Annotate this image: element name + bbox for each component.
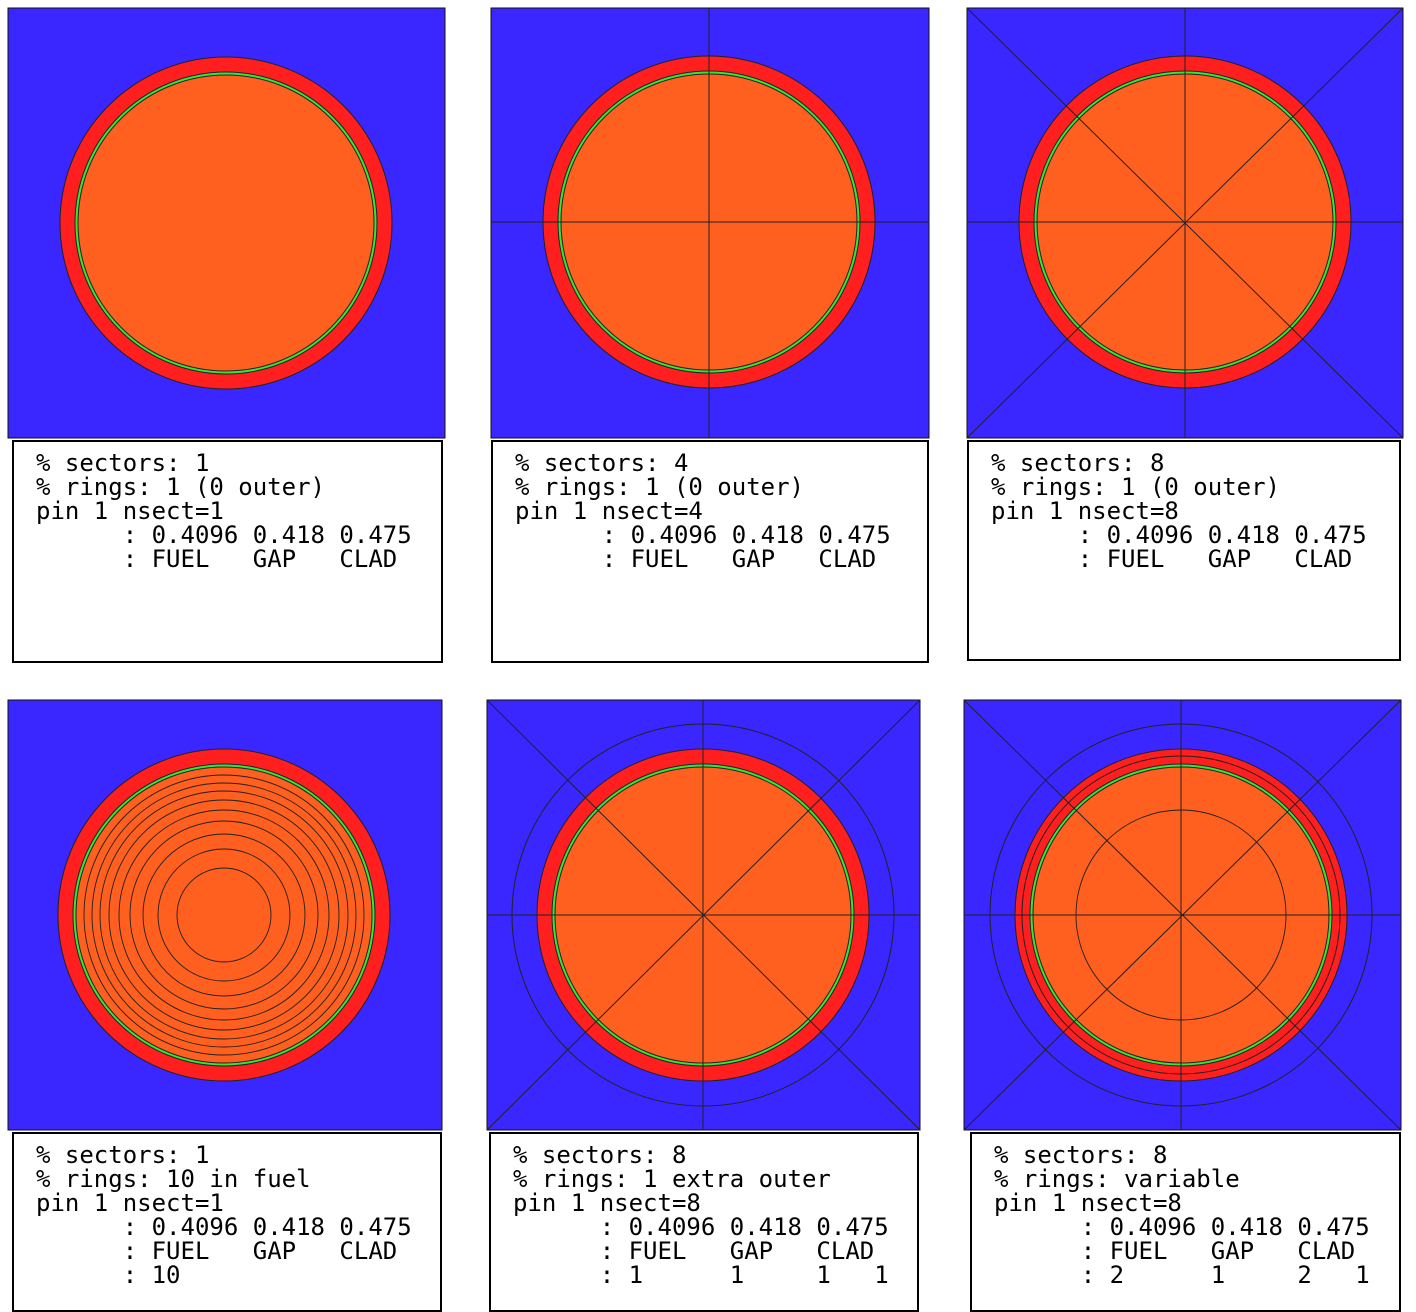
ring-line [142, 833, 306, 997]
text-line: % rings: 1 extra outer [513, 1165, 831, 1193]
ring-line [157, 848, 291, 982]
text-line: % sectors: 8 [991, 449, 1165, 477]
pin-description: % sectors: 1% rings: 1 (0 outer) pin 1 ns… [12, 440, 443, 663]
text-line: % rings: variable [994, 1165, 1240, 1193]
text-line: % rings: 1 (0 outer) [36, 473, 325, 501]
text-line: : 0.4096 0.418 0.475 [515, 521, 891, 549]
text-line: pin 1 nsect=1 [36, 1189, 224, 1217]
text-line: % sectors: 8 [994, 1141, 1168, 1169]
text-line: : FUEL GAP CLAD [515, 545, 877, 573]
text-line: : FUEL GAP CLAD [36, 545, 398, 573]
text-line: : FUEL GAP CLAD [994, 1237, 1356, 1265]
sector-line [963, 699, 1402, 1131]
ring-line [83, 774, 365, 1056]
ring-line [129, 820, 319, 1010]
sector-line [486, 699, 921, 1131]
text-line: : 10 [36, 1261, 181, 1289]
pin-description: % sectors: 4% rings: 1 (0 outer) pin 1 ns… [491, 440, 929, 663]
text-line: % rings: 1 (0 outer) [515, 473, 804, 501]
pin-description: % sectors: 8% rings: 1 (0 outer) pin 1 ns… [967, 440, 1401, 661]
text-line: : 0.4096 0.418 0.475 [991, 521, 1367, 549]
text-line: : 0.4096 0.418 0.475 [36, 521, 412, 549]
ring-line [176, 867, 272, 963]
text-line: % sectors: 1 [36, 1141, 210, 1169]
text-line: : 0.4096 0.418 0.475 [994, 1213, 1370, 1241]
text-line: % sectors: 4 [515, 449, 689, 477]
text-line: : FUEL GAP CLAD [513, 1237, 875, 1265]
text-line: pin 1 nsect=8 [513, 1189, 701, 1217]
pin-description: % sectors: 8% rings: variable pin 1 nsect… [970, 1132, 1401, 1312]
text-line: pin 1 nsect=1 [36, 497, 224, 525]
text-line: : 1 1 1 1 [513, 1261, 889, 1289]
text-line: % sectors: 8 [513, 1141, 687, 1169]
ring-line [99, 790, 349, 1040]
fuel [75, 766, 373, 1064]
text-line: pin 1 nsect=4 [515, 497, 703, 525]
ring-line [91, 782, 357, 1048]
pin-description: % sectors: 1% rings: 10 in fuel pin 1 nse… [12, 1132, 442, 1312]
text-line: pin 1 nsect=8 [994, 1189, 1182, 1217]
pin-description: % sectors: 8% rings: 1 extra outer pin 1 … [489, 1132, 919, 1312]
fuel [77, 74, 375, 372]
text-line: : FUEL GAP CLAD [36, 1237, 398, 1265]
text-line: : 2 1 2 1 [994, 1261, 1370, 1289]
ring-line [108, 799, 340, 1031]
text-line: % rings: 1 (0 outer) [991, 473, 1280, 501]
sector-line [966, 7, 1404, 439]
text-line: : 0.4096 0.418 0.475 [36, 1213, 412, 1241]
text-line: : FUEL GAP CLAD [991, 545, 1353, 573]
text-line: pin 1 nsect=8 [991, 497, 1179, 525]
text-line: % rings: 10 in fuel [36, 1165, 311, 1193]
ring-line [118, 809, 330, 1021]
text-line: : 0.4096 0.418 0.475 [513, 1213, 889, 1241]
text-line: % sectors: 1 [36, 449, 210, 477]
